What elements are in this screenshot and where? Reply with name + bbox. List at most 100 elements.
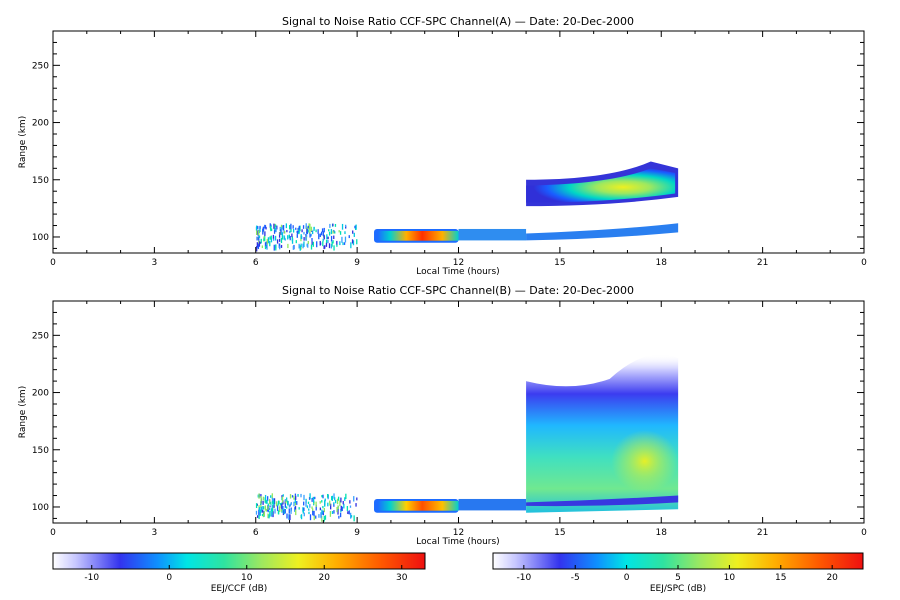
- echo-mark: [278, 243, 280, 248]
- echo-mark: [333, 493, 335, 499]
- echo-mark: [256, 246, 258, 252]
- echo-mark: [260, 496, 262, 502]
- echo-mark: [298, 225, 300, 230]
- echo-mark: [276, 225, 278, 230]
- echo-mark: [326, 234, 328, 240]
- echo-mark: [320, 512, 322, 519]
- echo-mark: [344, 224, 347, 227]
- echo-mark: [313, 226, 315, 230]
- echo-mark: [336, 498, 339, 505]
- echo-mark: [323, 235, 325, 240]
- echo-mark: [330, 235, 333, 242]
- echo-mark: [336, 240, 338, 245]
- echo-mark: [337, 510, 339, 515]
- echo-mark: [352, 240, 355, 246]
- echo-mark: [275, 224, 277, 228]
- echo-mark: [280, 237, 283, 243]
- echo-mark: [332, 240, 334, 244]
- echo-mark: [291, 233, 293, 238]
- echo-mark: [305, 237, 307, 241]
- echo-mark: [309, 504, 311, 508]
- echo-mark: [290, 228, 292, 233]
- echo-mark: [312, 497, 315, 503]
- echo-mark: [264, 494, 267, 501]
- region-sporadic-echoes: [255, 223, 358, 252]
- echo-mark: [264, 242, 267, 247]
- echo-mark: [279, 503, 282, 506]
- colorbar-tick-label: 20: [319, 573, 331, 583]
- echo-mark: [329, 502, 331, 506]
- echo-mark: [302, 510, 304, 514]
- echo-mark: [322, 238, 324, 242]
- echo-mark: [278, 232, 281, 238]
- region-upper-layer: [526, 161, 679, 207]
- echo-mark: [325, 242, 328, 247]
- echo-mark: [313, 515, 315, 521]
- echo-mark: [331, 241, 333, 247]
- echo-mark: [267, 513, 269, 519]
- echo-mark: [333, 510, 335, 514]
- echo-mark: [271, 504, 273, 510]
- echo-mark: [348, 235, 350, 239]
- echo-mark: [288, 225, 291, 230]
- echo-mark: [289, 235, 291, 241]
- echo-mark: [270, 235, 272, 240]
- echo-mark: [345, 493, 347, 500]
- echo-mark: [356, 239, 358, 245]
- echo-mark: [270, 495, 272, 498]
- echo-mark: [309, 223, 311, 230]
- echo-mark: [289, 514, 291, 521]
- echo-mark: [319, 501, 321, 504]
- echo-mark: [356, 497, 358, 501]
- echo-mark: [303, 237, 305, 241]
- echo-mark: [321, 495, 323, 498]
- y-tick-label: 100: [32, 503, 49, 513]
- echo-mark: [262, 228, 264, 235]
- echo-mark: [275, 226, 277, 233]
- echo-mark: [315, 229, 317, 233]
- chart-b-axes: 0 3 6 9 12 15 18 21 0 100 150 200 250: [32, 300, 867, 538]
- echo-mark: [261, 513, 264, 517]
- echo-mark: [267, 506, 269, 510]
- x-tick-label: 18: [656, 528, 668, 538]
- echo-mark: [300, 243, 302, 247]
- echo-mark: [264, 231, 266, 236]
- echo-mark: [353, 515, 355, 522]
- echo-mark: [285, 497, 288, 502]
- echo-mark: [258, 509, 260, 515]
- echo-mark: [331, 511, 334, 514]
- region-lower-layer: [526, 223, 679, 241]
- echo-mark: [353, 232, 355, 237]
- echo-mark: [349, 505, 352, 508]
- echo-mark: [308, 223, 310, 230]
- echo-mark: [271, 501, 274, 504]
- colorbar-a-label: EEJ/CCF (dB): [211, 584, 268, 594]
- echo-mark: [286, 229, 288, 233]
- echo-mark: [278, 238, 281, 242]
- echo-mark: [261, 245, 263, 249]
- echo-mark: [270, 511, 273, 517]
- y-tick-label: 250: [32, 331, 49, 341]
- echo-mark: [255, 226, 258, 231]
- echo-mark: [336, 244, 338, 247]
- echo-mark: [294, 493, 297, 496]
- echo-mark: [315, 515, 317, 519]
- x-tick-label: 0: [50, 528, 56, 538]
- echo-mark: [277, 511, 280, 515]
- echo-mark: [336, 506, 338, 513]
- colorbar-tick-label: -10: [516, 573, 531, 583]
- x-tick-label: 9: [354, 528, 360, 538]
- echo-mark: [299, 245, 301, 251]
- y-tick-label: 150: [32, 176, 49, 186]
- echo-mark: [309, 234, 311, 238]
- echo-mark: [310, 226, 313, 232]
- echo-mark: [292, 228, 295, 233]
- echo-mark: [265, 508, 267, 512]
- x-tick-label: 12: [453, 258, 464, 268]
- echo-mark: [294, 497, 296, 504]
- echo-mark: [287, 243, 289, 249]
- echo-mark: [289, 503, 292, 507]
- x-tick-label: 15: [554, 258, 565, 268]
- y-tick-label: 200: [32, 389, 49, 399]
